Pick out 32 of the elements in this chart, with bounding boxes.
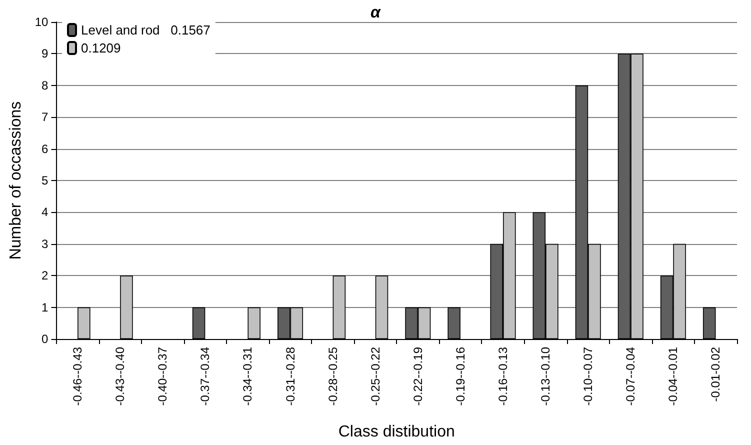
x-tick-label: -0.13--0.10 (538, 346, 553, 406)
y-tick-label: 6 (42, 142, 49, 156)
y-tick-label: 5 (42, 174, 49, 188)
x-tick-label: -0.28--0.25 (326, 346, 340, 406)
y-tick-label: 9 (42, 46, 49, 61)
chart-title: α (370, 4, 382, 22)
legend-label: Level and rod 0.1567 (81, 22, 210, 38)
x-tick-label: -0.10--0.07 (581, 346, 596, 406)
x-tick-label: -0.40--0.37 (156, 346, 170, 406)
x-tick-label: -0.34--0.31 (240, 346, 255, 406)
y-tick-label: 1 (42, 300, 49, 314)
y-axis-title: Number of occassions (8, 101, 24, 260)
y-tick-label: 4 (42, 205, 49, 220)
x-tick-label: -0.22--0.19 (410, 346, 425, 406)
y-tick-label: 2 (42, 268, 49, 283)
x-tick-label: -0.43--0.40 (113, 346, 128, 406)
x-tick-label: -0.25--0.22 (368, 346, 382, 406)
x-axis-title: Class distibution (338, 424, 455, 440)
x-tick-label: -0.37--0.34 (198, 346, 212, 406)
y-tick-label: 0 (42, 332, 49, 346)
y-tick-label: 8 (42, 78, 49, 92)
y-tick-label: 10 (34, 15, 49, 29)
x-tick-label: -0.04--0.01 (666, 346, 680, 406)
legend-label: 0.1209 (81, 40, 121, 56)
x-tick-label: -0.16--0.13 (496, 346, 510, 406)
x-tick-label: -0.19--0.16 (453, 346, 468, 406)
y-tick-label: 7 (42, 110, 49, 124)
x-tick-label: -0.46--0.43 (70, 346, 85, 406)
x-tick-label: -0.07--0.04 (624, 346, 638, 406)
x-tick-label: -0.01-0.02 (708, 346, 723, 402)
y-tick-label: 3 (42, 236, 49, 251)
x-tick-label: -0.31--0.28 (283, 346, 298, 406)
